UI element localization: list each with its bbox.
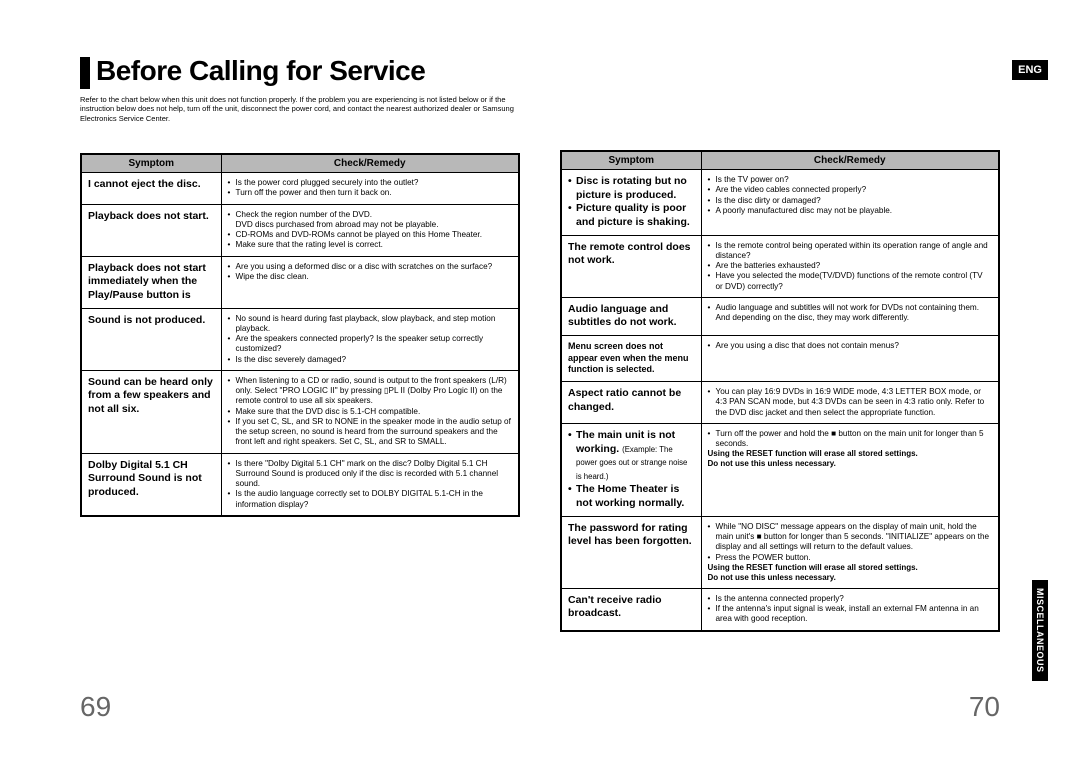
symptom-cell: Can't receive radio broadcast. <box>561 588 701 630</box>
symptom-cell: Disc is rotating but no picture is produ… <box>561 170 701 236</box>
side-tab-miscellaneous: MISCELLANEOUS <box>1032 580 1048 681</box>
remedy-cell: Is the antenna connected properly?If the… <box>701 588 999 630</box>
symptom-cell: Audio language and subtitles do not work… <box>561 297 701 335</box>
remedy-cell: When listening to a CD or radio, sound i… <box>221 370 519 453</box>
remedy-cell: Is the power cord plugged securely into … <box>221 173 519 205</box>
title-bar: Before Calling for Service <box>80 55 520 89</box>
remedy-cell: Turn off the power and hold the ■ button… <box>701 423 999 516</box>
symptom-cell: Sound is not produced. <box>81 308 221 370</box>
remedy-cell: You can play 16:9 DVDs in 16:9 WIDE mode… <box>701 382 999 424</box>
symptom-cell: I cannot eject the disc. <box>81 173 221 205</box>
col-header-remedy: Check/Remedy <box>221 154 519 173</box>
lang-badge: ENG <box>1012 60 1048 80</box>
remedy-cell: Is there "Dolby Digital 5.1 CH" mark on … <box>221 453 519 516</box>
col-header-remedy: Check/Remedy <box>701 151 999 170</box>
symptom-cell: Aspect ratio cannot be changed. <box>561 382 701 424</box>
symptom-cell: Menu screen does not appear even when th… <box>561 336 701 382</box>
remedy-cell: Are you using a deformed disc or a disc … <box>221 256 519 308</box>
remedy-cell: Check the region number of the DVD.DVD d… <box>221 204 519 256</box>
page-title: Before Calling for Service <box>96 55 425 87</box>
intro-text: Refer to the chart below when this unit … <box>80 95 520 123</box>
remedy-cell: While "NO DISC" message appears on the d… <box>701 516 999 588</box>
page-right: Symptom Check/Remedy Disc is rotating bu… <box>560 150 1000 632</box>
remedy-cell: Is the TV power on?Are the video cables … <box>701 170 999 236</box>
symptom-cell: The password for rating level has been f… <box>561 516 701 588</box>
remedy-cell: Audio language and subtitles will not wo… <box>701 297 999 335</box>
symptom-cell: The remote control does not work. <box>561 235 701 297</box>
col-header-symptom: Symptom <box>561 151 701 170</box>
symptom-cell: Dolby Digital 5.1 CH Surround Sound is n… <box>81 453 221 516</box>
remedy-cell: Is the remote control being operated wit… <box>701 235 999 297</box>
col-header-symptom: Symptom <box>81 154 221 173</box>
page-left: Before Calling for Service Refer to the … <box>80 55 520 517</box>
page-number-right: 70 <box>969 691 1000 723</box>
troubleshoot-table-left: Symptom Check/Remedy I cannot eject the … <box>80 153 520 517</box>
troubleshoot-table-right: Symptom Check/Remedy Disc is rotating bu… <box>560 150 1000 632</box>
symptom-cell: Playback does not start immediately when… <box>81 256 221 308</box>
symptom-cell: The main unit is not working. (Example: … <box>561 423 701 516</box>
symptom-cell: Sound can be heard only from a few speak… <box>81 370 221 453</box>
symptom-cell: Playback does not start. <box>81 204 221 256</box>
remedy-cell: No sound is heard during fast playback, … <box>221 308 519 370</box>
remedy-cell: Are you using a disc that does not conta… <box>701 336 999 382</box>
title-accent-bar <box>80 57 90 89</box>
page-number-left: 69 <box>80 691 111 723</box>
